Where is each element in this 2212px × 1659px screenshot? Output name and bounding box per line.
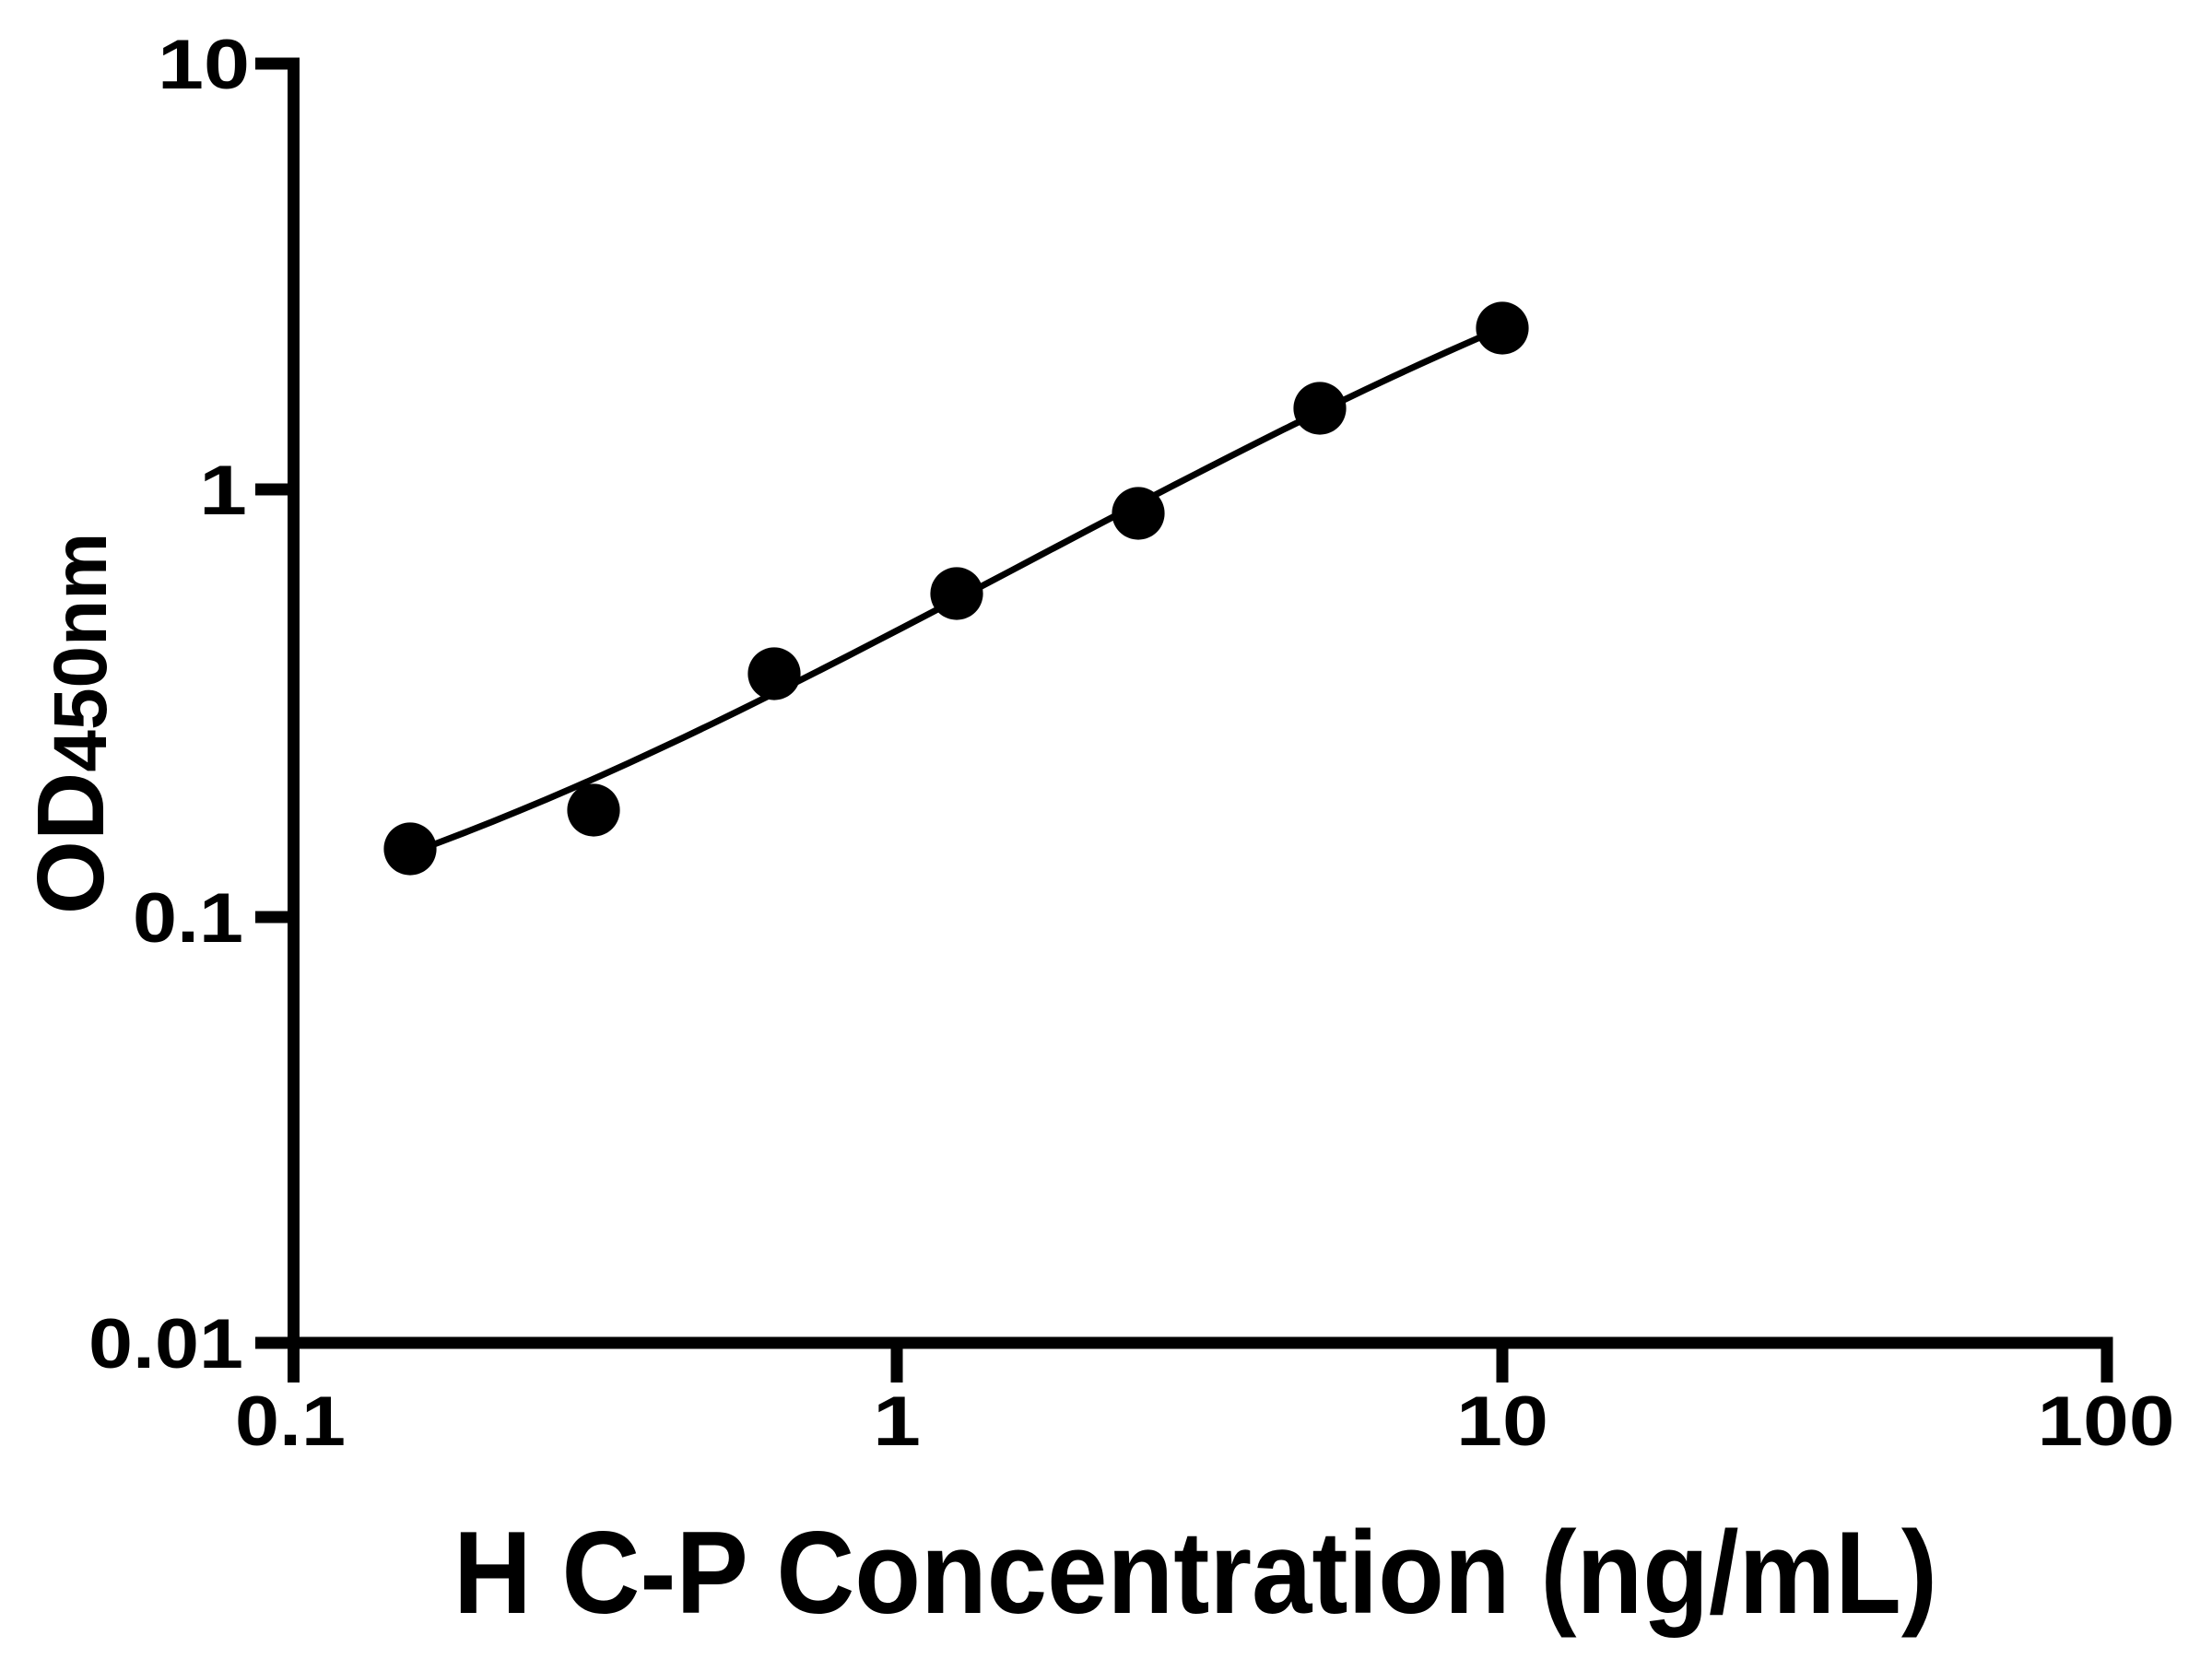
svg-text:0.01: 0.01: [88, 1305, 243, 1383]
svg-text:1: 1: [199, 452, 247, 530]
svg-text:1: 1: [873, 1382, 921, 1461]
svg-text:0.1: 0.1: [235, 1382, 346, 1461]
svg-text:OD450nm: OD450nm: [18, 533, 124, 914]
svg-text:10: 10: [1456, 1382, 1548, 1461]
svg-text:0.1: 0.1: [133, 879, 243, 958]
svg-text:10: 10: [158, 26, 250, 104]
svg-text:H C-P Concentration (ng/mL): H C-P Concentration (ng/mL): [453, 1507, 1937, 1638]
svg-text:100: 100: [2038, 1382, 2175, 1461]
